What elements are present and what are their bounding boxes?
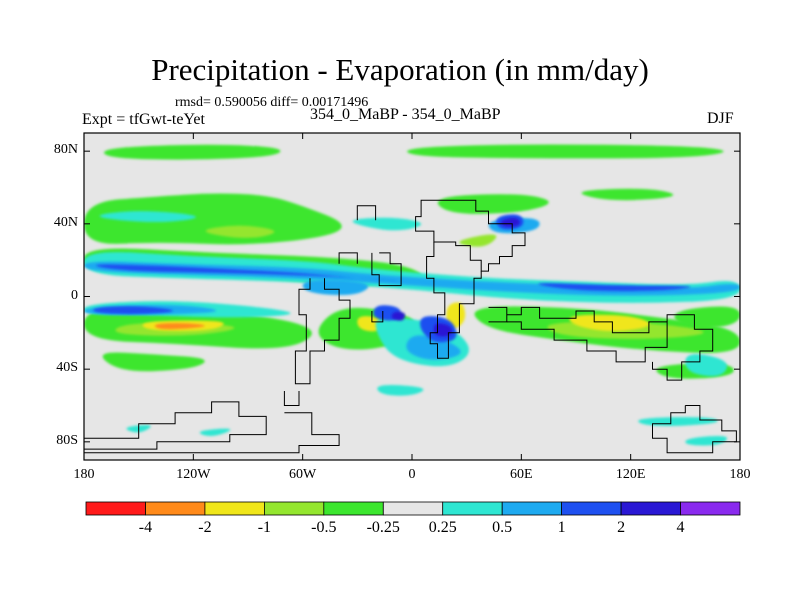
coastline-9 — [84, 412, 340, 454]
y-tick-label: 0 — [71, 287, 78, 303]
coastline-2 — [371, 252, 402, 287]
colorbar-box — [323, 501, 384, 516]
anomaly-skyblue-atlantic — [302, 279, 369, 296]
rmsd-diff-stats: rmsd= 0.590056 diff= 0.00171496 — [175, 95, 369, 110]
anomaly-cyan-north-pacific — [99, 211, 196, 222]
colorbar-box — [561, 501, 622, 516]
anomaly-green-arctic-east — [407, 144, 724, 159]
coastline-6 — [652, 314, 714, 381]
coastline-7 — [488, 306, 508, 323]
colorbar-label: 4 — [676, 519, 685, 536]
anomaly-cyan-tasman — [685, 354, 728, 377]
anomaly-lightgreen-1 — [205, 225, 275, 238]
colorbar-box — [85, 501, 146, 516]
anomaly-navy-atlantic — [391, 311, 406, 321]
anomaly-blue-indian — [538, 283, 691, 292]
colorbar-label: 0.25 — [428, 519, 457, 536]
anomaly-navy-africa — [433, 323, 453, 337]
anomaly-green-eurasia — [437, 194, 549, 214]
anomaly-cyan-antarctic-2 — [199, 428, 231, 437]
colorbar-label: 1 — [557, 519, 566, 536]
colorbar-label: -0.25 — [366, 519, 400, 536]
coastline-4 — [356, 205, 377, 221]
x-tick-label: 60W — [289, 467, 317, 482]
anomaly-green-north-pacific — [84, 193, 342, 245]
colorbar-label: -1 — [257, 519, 272, 536]
y-tick-label: 40N — [53, 214, 78, 230]
anomaly-cyan-north-atlantic — [352, 217, 422, 231]
colorbar-label: 2 — [617, 519, 626, 536]
colorbar-box — [382, 501, 444, 516]
coastline-12 — [338, 252, 358, 264]
coastline-13 — [371, 311, 384, 323]
run-comparison-label: 354_0_MaBP - 354_0_MaBP — [310, 106, 501, 123]
colorbar-box — [680, 501, 741, 516]
plot-title: Precipitation - Evaporation (in mm/day) — [151, 52, 649, 87]
coastline-5 — [506, 306, 668, 363]
anomaly-green-west-pacific — [674, 306, 740, 328]
coastline-8 — [84, 401, 267, 450]
coastline-11 — [652, 405, 737, 454]
anomaly-green-south-pacific-2 — [102, 352, 205, 372]
colorbar-box — [145, 501, 206, 516]
colorbar-box — [620, 501, 681, 516]
x-tick-label: 120E — [615, 467, 646, 482]
anomaly-yellow-indian — [569, 314, 650, 331]
anomaly-lightgreen-4 — [459, 234, 497, 247]
coastline-10 — [283, 391, 300, 406]
anomaly-orange-pacific — [154, 323, 205, 330]
x-tick-label: 120W — [176, 467, 211, 482]
y-tick-label: 40S — [56, 360, 78, 376]
coastline-1 — [426, 242, 482, 359]
experiment-label: Expt = tfGwt-teYet — [82, 111, 205, 128]
anomaly-blue-south-pacific — [93, 306, 173, 315]
season-label: DJF — [707, 110, 734, 127]
anomaly-green-siberia — [581, 188, 674, 201]
colorbar-label: -4 — [138, 519, 153, 536]
anomaly-cyan-antarctic-4 — [685, 435, 728, 446]
x-tick-label: 180 — [729, 467, 751, 482]
colorbar-box — [263, 501, 325, 516]
coastline-0 — [415, 199, 526, 272]
x-tick-label: 180 — [73, 467, 95, 482]
x-tick-label: 60E — [510, 467, 533, 482]
colorbar-box — [204, 501, 265, 516]
anomaly-blue-itcz — [96, 264, 397, 281]
colorbar-label: -2 — [198, 519, 212, 536]
anomaly-cyan-south-atlantic-2 — [377, 385, 424, 396]
colorbar-label: 0.5 — [492, 519, 513, 536]
coastline-3 — [294, 278, 351, 385]
anomaly-green-arctic-west — [103, 144, 281, 160]
colorbar-box — [501, 501, 563, 516]
y-tick-label: 80S — [56, 432, 78, 448]
colorbar-label: -0.5 — [311, 519, 337, 536]
y-tick-label: 80N — [53, 142, 78, 158]
anomaly-navy-caspian — [501, 217, 520, 227]
x-tick-label: 0 — [408, 467, 416, 482]
colorbar-box — [442, 501, 503, 516]
